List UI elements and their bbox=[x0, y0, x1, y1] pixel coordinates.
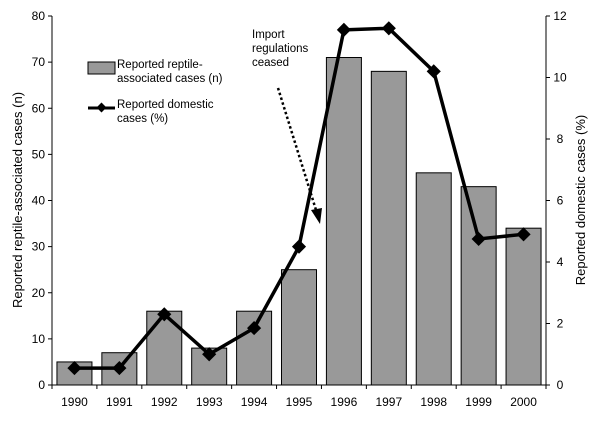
point-1999 bbox=[471, 231, 486, 247]
legend-line-marker bbox=[96, 102, 107, 113]
y2-tick-label-12: 12 bbox=[553, 9, 567, 23]
bars bbox=[56, 57, 542, 386]
point-2000 bbox=[516, 227, 531, 242]
annotation-line1: Import bbox=[252, 29, 285, 41]
annotation-line3: ceased bbox=[252, 57, 289, 69]
y-tick-label-40: 40 bbox=[32, 194, 46, 208]
bar-1999 bbox=[460, 186, 497, 386]
legend-line-label-line2: cases (%) bbox=[117, 113, 168, 125]
point-1990 bbox=[67, 361, 82, 376]
point-1998 bbox=[426, 64, 441, 79]
ticks: 0 10 20 30 40 50 60 70 80 0 2 4 6 8 10 12 1990 1991 1992 19… bbox=[32, 9, 567, 409]
x-tick-label-1991: 1991 bbox=[106, 395, 133, 409]
legend-bar-label-line1: Reported reptile- bbox=[117, 59, 203, 71]
point-1991 bbox=[112, 361, 127, 376]
legend: Reported reptile- associated cases (n) R… bbox=[87, 59, 223, 125]
bar-1998 bbox=[415, 172, 452, 386]
y-tick-label-50: 50 bbox=[32, 147, 46, 161]
annotation: Import regulations ceased bbox=[252, 29, 322, 224]
annotation-line2: regulations bbox=[252, 43, 309, 55]
x-tick-label-1995: 1995 bbox=[286, 395, 313, 409]
point-1994 bbox=[247, 321, 262, 336]
x-tick-label-1996: 1996 bbox=[331, 395, 358, 409]
x-tick-label-1994: 1994 bbox=[241, 395, 268, 409]
y2-tick-label-0: 0 bbox=[557, 378, 564, 392]
x-tick-label-1990: 1990 bbox=[61, 395, 88, 409]
bar-1996 bbox=[325, 57, 362, 386]
x-tick-label-1993: 1993 bbox=[196, 395, 223, 409]
point-1993 bbox=[202, 347, 217, 362]
legend-bar-label-line2: associated cases (n) bbox=[117, 73, 223, 85]
bar-1997 bbox=[370, 70, 407, 386]
y-tick-label-60: 60 bbox=[32, 101, 46, 115]
y2-tick-label-8: 8 bbox=[557, 132, 564, 146]
point-1992 bbox=[157, 307, 172, 322]
y-tick-label-10: 10 bbox=[32, 332, 46, 346]
line-series bbox=[67, 21, 531, 376]
bar-2000 bbox=[505, 227, 542, 386]
y2-tick-label-10: 10 bbox=[553, 71, 567, 85]
y-axis-label-left: Reported reptile-associated cases (n) bbox=[10, 92, 25, 308]
y-tick-label-30: 30 bbox=[32, 240, 46, 254]
y-axis-label-right: Reported domestic cases (%) bbox=[573, 115, 588, 286]
annotation-arrowhead bbox=[311, 208, 322, 224]
bar-1992 bbox=[146, 310, 183, 386]
bar-1995 bbox=[281, 269, 317, 386]
point-1995 bbox=[291, 239, 307, 254]
y-tick-label-20: 20 bbox=[32, 286, 46, 300]
y2-tick-label-2: 2 bbox=[557, 317, 564, 331]
y-tick-label-0: 0 bbox=[38, 378, 45, 392]
legend-bar-swatch bbox=[87, 61, 116, 75]
y-tick-label-80: 80 bbox=[32, 9, 46, 23]
point-1997 bbox=[381, 21, 396, 36]
y2-tick-label-6: 6 bbox=[557, 194, 564, 208]
x-tick-label-1998: 1998 bbox=[420, 395, 447, 409]
x-tick-label-1999: 1999 bbox=[465, 395, 492, 409]
y-tick-label-70: 70 bbox=[32, 55, 46, 69]
x-tick-label-1997: 1997 bbox=[375, 395, 402, 409]
x-tick-label-2000: 2000 bbox=[510, 395, 537, 409]
point-1996 bbox=[336, 22, 351, 37]
y2-tick-label-4: 4 bbox=[557, 255, 564, 269]
annotation-arrow-shaft bbox=[276, 87, 318, 211]
x-tick-label-1992: 1992 bbox=[151, 395, 178, 409]
legend-line-label-line1: Reported domestic bbox=[117, 99, 214, 111]
